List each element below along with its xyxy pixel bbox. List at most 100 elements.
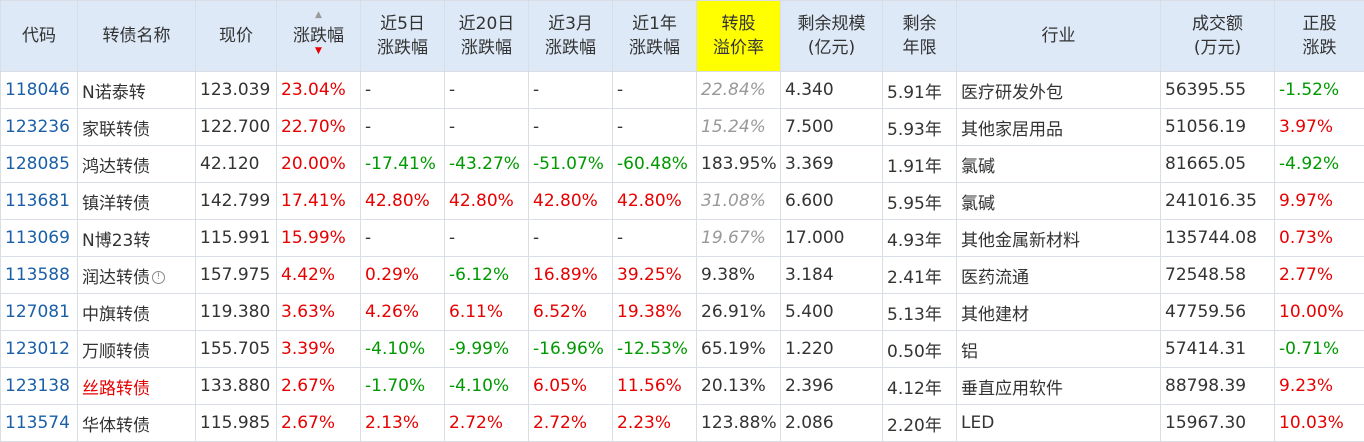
cell-years: 2.41年 bbox=[883, 257, 957, 294]
cell-chg3m: - bbox=[529, 72, 613, 109]
cell-chg20d: - bbox=[445, 109, 529, 146]
col-header-industry[interactable]: 行业 bbox=[957, 1, 1161, 72]
cell-price: 157.975 bbox=[196, 257, 277, 294]
cell-scale: 4.340 bbox=[781, 72, 883, 109]
cell-chg5d: 4.26% bbox=[361, 294, 445, 331]
cell-code[interactable]: 123012 bbox=[1, 331, 78, 368]
cell-scale: 6.600 bbox=[781, 183, 883, 220]
col-header-code[interactable]: 代码 bbox=[1, 1, 78, 72]
col-header-name[interactable]: 转债名称 bbox=[78, 1, 196, 72]
cell-chg1y: 39.25% bbox=[613, 257, 697, 294]
cell-code[interactable]: 113069 bbox=[1, 220, 78, 257]
cell-chg1y: 42.80% bbox=[613, 183, 697, 220]
col-header-change[interactable]: ▲ 涨跌幅 ▼ bbox=[277, 1, 361, 72]
cell-price: 119.380 bbox=[196, 294, 277, 331]
cell-change: 23.04% bbox=[277, 72, 361, 109]
cell-name[interactable]: 鸿达转债 bbox=[78, 146, 196, 183]
col-header-stock-change[interactable]: 正股涨跌 bbox=[1275, 1, 1364, 72]
cell-chg3m: -51.07% bbox=[529, 146, 613, 183]
cell-chg20d: 2.72% bbox=[445, 405, 529, 442]
col-header-chg5d[interactable]: 近5日涨跌幅 bbox=[361, 1, 445, 72]
cell-chg1y: -60.48% bbox=[613, 146, 697, 183]
cell-chg1y: - bbox=[613, 72, 697, 109]
cell-industry: LED bbox=[957, 405, 1161, 442]
cell-name[interactable]: 镇洋转债 bbox=[78, 183, 196, 220]
cell-chg20d: -6.12% bbox=[445, 257, 529, 294]
cell-scale: 17.000 bbox=[781, 220, 883, 257]
col-header-chg20d[interactable]: 近20日涨跌幅 bbox=[445, 1, 529, 72]
cell-years: 5.93年 bbox=[883, 109, 957, 146]
cell-code[interactable]: 127081 bbox=[1, 294, 78, 331]
cell-scale: 2.086 bbox=[781, 405, 883, 442]
col-header-chg1y[interactable]: 近1年涨跌幅 bbox=[613, 1, 697, 72]
cell-scale: 3.184 bbox=[781, 257, 883, 294]
cell-scale: 5.400 bbox=[781, 294, 883, 331]
cell-chg1y: 19.38% bbox=[613, 294, 697, 331]
col-header-scale[interactable]: 剩余规模(亿元) bbox=[781, 1, 883, 72]
cell-name[interactable]: 家联转债 bbox=[78, 109, 196, 146]
cell-turnover: 15967.30 bbox=[1161, 405, 1275, 442]
cell-name[interactable]: N博23转 bbox=[78, 220, 196, 257]
col-header-turnover[interactable]: 成交额(万元) bbox=[1161, 1, 1275, 72]
header-row: 代码 转债名称 现价 ▲ 涨跌幅 ▼ 近5日涨跌幅 近20日涨跌幅 近3月涨跌幅… bbox=[1, 1, 1364, 72]
cell-chg20d: -9.99% bbox=[445, 331, 529, 368]
cell-code[interactable]: 113588 bbox=[1, 257, 78, 294]
sort-indicator: ▲ bbox=[277, 12, 360, 24]
cell-change: 22.70% bbox=[277, 109, 361, 146]
col-header-premium[interactable]: 转股溢价率 bbox=[697, 1, 781, 72]
cell-stock-change: 10.03% bbox=[1275, 405, 1364, 442]
cell-change: 17.41% bbox=[277, 183, 361, 220]
cell-years: 4.93年 bbox=[883, 220, 957, 257]
col-header-years[interactable]: 剩余年限 bbox=[883, 1, 957, 72]
cell-premium: 9.38% bbox=[697, 257, 781, 294]
cell-chg3m: - bbox=[529, 220, 613, 257]
cell-code[interactable]: 113681 bbox=[1, 183, 78, 220]
cell-name[interactable]: 万顺转债 bbox=[78, 331, 196, 368]
info-icon[interactable]: ! bbox=[152, 271, 165, 284]
cell-price: 115.991 bbox=[196, 220, 277, 257]
col-header-chg3m[interactable]: 近3月涨跌幅 bbox=[529, 1, 613, 72]
cell-name[interactable]: 丝路转债 bbox=[78, 368, 196, 405]
cell-code[interactable]: 113574 bbox=[1, 405, 78, 442]
cell-name[interactable]: 润达转债! bbox=[78, 257, 196, 294]
cell-chg1y: 11.56% bbox=[613, 368, 697, 405]
cell-chg5d: 0.29% bbox=[361, 257, 445, 294]
cell-industry: 医药流通 bbox=[957, 257, 1161, 294]
cell-chg20d: - bbox=[445, 72, 529, 109]
cell-chg3m: 6.52% bbox=[529, 294, 613, 331]
cell-code[interactable]: 128085 bbox=[1, 146, 78, 183]
cell-chg20d: 42.80% bbox=[445, 183, 529, 220]
col-header-price[interactable]: 现价 bbox=[196, 1, 277, 72]
cell-code[interactable]: 123138 bbox=[1, 368, 78, 405]
cell-premium: 20.13% bbox=[697, 368, 781, 405]
cell-code[interactable]: 118046 bbox=[1, 72, 78, 109]
cell-chg5d: -1.70% bbox=[361, 368, 445, 405]
cell-name[interactable]: 中旗转债 bbox=[78, 294, 196, 331]
cell-price: 155.705 bbox=[196, 331, 277, 368]
cell-years: 5.95年 bbox=[883, 183, 957, 220]
cell-price: 133.880 bbox=[196, 368, 277, 405]
cell-industry: 医疗研发外包 bbox=[957, 72, 1161, 109]
cell-chg5d: - bbox=[361, 220, 445, 257]
cell-chg20d: -43.27% bbox=[445, 146, 529, 183]
cell-turnover: 51056.19 bbox=[1161, 109, 1275, 146]
cell-chg1y: -12.53% bbox=[613, 331, 697, 368]
cell-name[interactable]: 华体转债 bbox=[78, 405, 196, 442]
cell-premium: 123.88% bbox=[697, 405, 781, 442]
cell-name[interactable]: N诺泰转 bbox=[78, 72, 196, 109]
cell-industry: 垂直应用软件 bbox=[957, 368, 1161, 405]
cell-code[interactable]: 123236 bbox=[1, 109, 78, 146]
cell-stock-change: 9.97% bbox=[1275, 183, 1364, 220]
